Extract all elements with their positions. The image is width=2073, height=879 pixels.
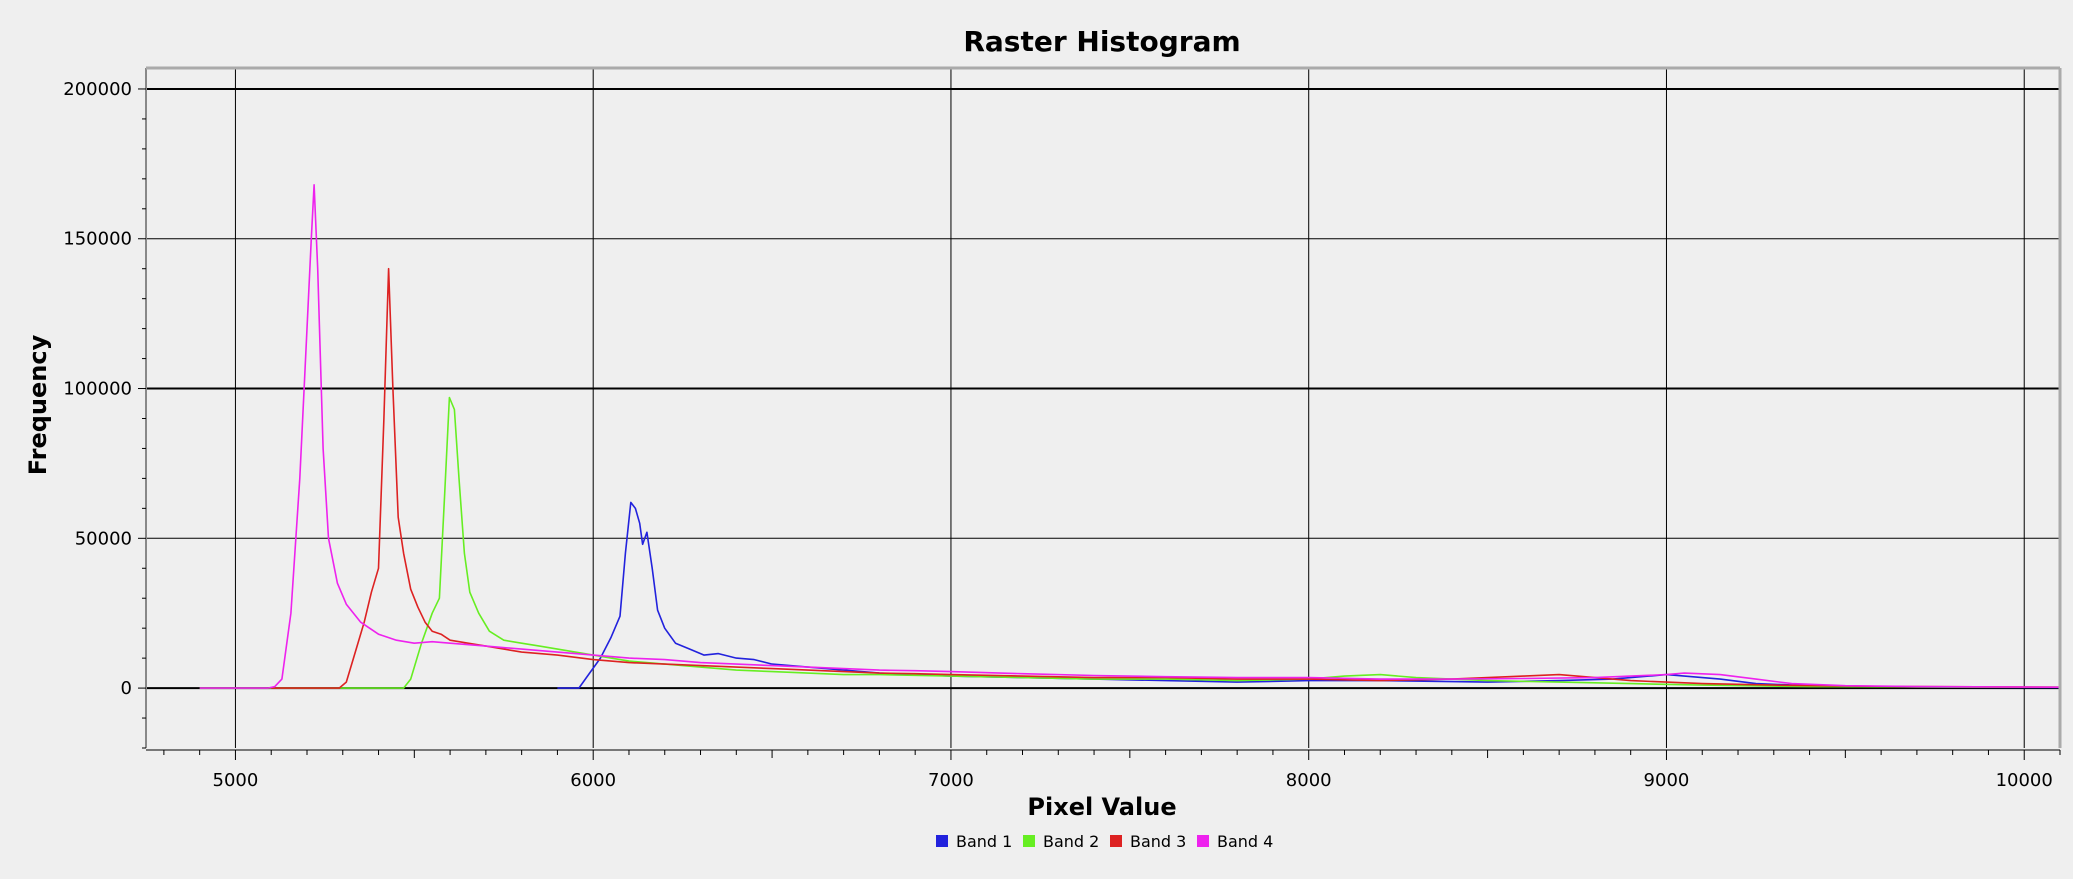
legend: Band 1 Band 2 Band 3 Band 4 <box>936 832 1273 851</box>
legend-swatch-band-4 <box>1197 835 1209 847</box>
y-tick-label: 150000 <box>63 229 132 250</box>
x-tick-label: 10000 <box>1996 770 2053 791</box>
legend-swatch-band-1 <box>936 835 948 847</box>
legend-label-band-1: Band 1 <box>956 832 1012 851</box>
chart-title: Raster Histogram <box>963 25 1240 58</box>
series-line-band-3 <box>271 267 2061 689</box>
y-tick-label: 0 <box>121 678 132 699</box>
series-lines <box>199 184 2061 689</box>
legend-swatch-band-2 <box>1023 835 1035 847</box>
plot-area <box>146 68 2060 748</box>
y-tick-label: 50000 <box>75 528 132 549</box>
y-tick-label: 200000 <box>63 79 132 100</box>
y-axis: 0 50000 100000 150000 200000 <box>63 79 146 749</box>
x-axis-label: Pixel Value <box>1027 793 1176 821</box>
legend-label-band-2: Band 2 <box>1043 832 1099 851</box>
series-line-band-4 <box>199 184 2061 689</box>
x-axis: 5000 6000 7000 8000 9000 10000 <box>146 749 2061 791</box>
x-tick-label: 9000 <box>1644 770 1690 791</box>
x-tick-label: 7000 <box>928 770 974 791</box>
legend-label-band-3: Band 3 <box>1130 832 1186 851</box>
legend-swatch-band-3 <box>1110 835 1122 847</box>
legend-label-band-4: Band 4 <box>1217 832 1273 851</box>
x-tick-label: 6000 <box>570 770 616 791</box>
x-tick-label: 8000 <box>1286 770 1332 791</box>
y-axis-label: Frequency <box>24 334 52 475</box>
x-tick-label: 5000 <box>213 770 259 791</box>
y-tick-label: 100000 <box>63 379 132 400</box>
grid <box>146 68 2060 748</box>
